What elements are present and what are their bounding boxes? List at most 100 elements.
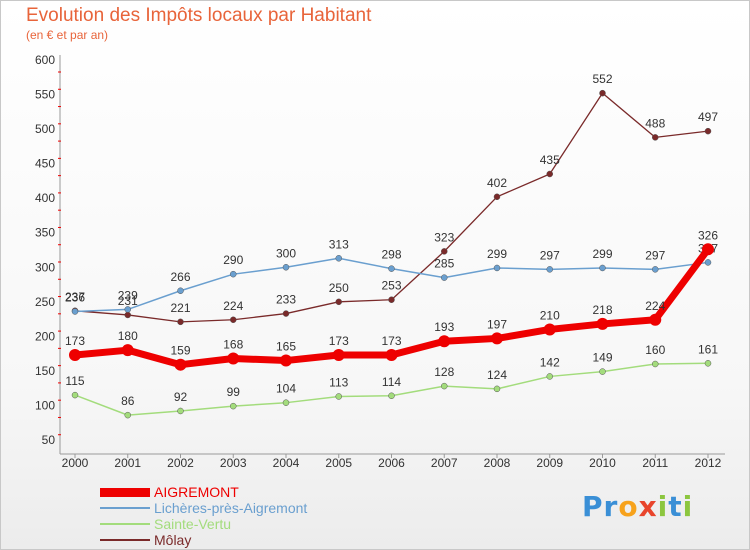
data-point: [704, 259, 712, 266]
data-label: 173: [381, 334, 401, 348]
data-point: [649, 313, 662, 326]
data-point: [652, 134, 659, 141]
y-tick-label: 150: [35, 364, 55, 378]
data-point: [652, 266, 659, 273]
data-label: 285: [434, 257, 454, 271]
y-tick-label: 300: [35, 260, 55, 274]
data-label: 326: [698, 228, 718, 242]
data-point: [388, 296, 395, 303]
data-label: 86: [121, 394, 135, 408]
data-point: [227, 352, 240, 365]
x-tick-label: 2000: [62, 456, 89, 470]
data-label: 300: [276, 246, 296, 260]
logo-letter: i: [682, 490, 694, 523]
data-point: [230, 402, 237, 410]
data-point: [177, 407, 184, 415]
data-label: 114: [382, 375, 401, 389]
data-point: [441, 274, 448, 281]
data-point: [438, 335, 451, 348]
data-point: [388, 392, 395, 400]
data-label: 236: [65, 290, 85, 304]
data-point: [332, 349, 345, 362]
y-tick-label: 600: [35, 53, 55, 67]
data-label: 497: [698, 110, 718, 124]
data-label: 128: [434, 365, 454, 379]
data-point: [282, 264, 290, 271]
data-point: [335, 255, 342, 262]
legend-label: Sainte-Vertu: [154, 516, 232, 532]
data-point: [177, 318, 184, 326]
y-tick-label: 250: [35, 295, 55, 309]
data-point: [493, 385, 501, 393]
legend-swatch: [100, 507, 150, 509]
data-label: 297: [645, 248, 665, 262]
y-tick-label: 100: [35, 398, 55, 412]
logo-letter: o: [618, 490, 639, 523]
data-point: [599, 368, 606, 375]
data-label: 92: [174, 390, 188, 404]
legend-item: Sainte-Vertu: [100, 516, 307, 532]
data-point: [282, 399, 290, 406]
data-point: [546, 170, 553, 178]
data-label: 149: [592, 351, 612, 365]
data-point: [385, 349, 398, 362]
data-label: 221: [170, 301, 190, 315]
data-point: [282, 310, 290, 317]
data-label: 435: [540, 153, 560, 167]
data-point: [599, 264, 606, 272]
logo-letter: t: [668, 490, 683, 523]
data-point: [491, 332, 503, 345]
data-label: 142: [540, 355, 560, 369]
data-point: [230, 316, 237, 324]
legend-swatch: [100, 539, 150, 541]
legend-item: Lichères-près-Aigremont: [100, 500, 307, 516]
data-point: [174, 358, 187, 371]
series-line-2: [74, 362, 709, 416]
data-point: [121, 344, 134, 357]
data-point: [704, 360, 712, 367]
data-point: [543, 323, 556, 336]
data-label: 197: [487, 317, 507, 331]
data-label: 253: [381, 279, 401, 293]
data-point: [71, 391, 79, 399]
x-tick-label: 2008: [484, 456, 511, 470]
legend-label: Môlay: [154, 532, 192, 548]
data-label: 165: [276, 340, 296, 354]
data-point: [493, 193, 501, 201]
x-tick-label: 2006: [378, 456, 405, 470]
data-label: 299: [487, 247, 507, 261]
data-point: [335, 298, 342, 306]
data-label: 239: [118, 288, 138, 302]
y-tick-label: 550: [35, 88, 55, 102]
legend-item: AIGREMONT: [100, 484, 307, 500]
legend-swatch: [100, 523, 150, 525]
x-tick-label: 2007: [431, 456, 458, 470]
data-point: [71, 308, 79, 315]
logo-letter: i: [657, 490, 669, 523]
x-tick-label: 2011: [642, 456, 668, 470]
data-point: [280, 354, 292, 367]
data-label: 113: [329, 375, 348, 389]
data-point: [599, 89, 606, 97]
y-tick-label: 50: [42, 433, 56, 447]
legend: AIGREMONT Lichères-près-Aigremont Sainte-V…: [100, 484, 307, 548]
data-point: [177, 287, 184, 295]
x-tick-label: 2002: [167, 456, 194, 470]
data-label: 299: [592, 247, 612, 261]
y-tick-label: 500: [35, 122, 55, 136]
data-label: 552: [592, 72, 612, 86]
data-label: 160: [645, 343, 665, 357]
data-label: 488: [645, 116, 665, 130]
data-label: 193: [434, 320, 454, 334]
data-label: 210: [540, 308, 560, 322]
x-tick-label: 2010: [589, 456, 616, 470]
data-label: 266: [170, 270, 190, 284]
proxiti-logo: Proxiti: [582, 490, 693, 523]
legend-label: AIGREMONT: [154, 484, 239, 500]
legend-label: Lichères-près-Aigremont: [154, 500, 308, 516]
data-label: 233: [276, 293, 296, 307]
data-label: 159: [170, 344, 190, 358]
data-label: 224: [223, 299, 243, 313]
data-point: [652, 360, 659, 368]
